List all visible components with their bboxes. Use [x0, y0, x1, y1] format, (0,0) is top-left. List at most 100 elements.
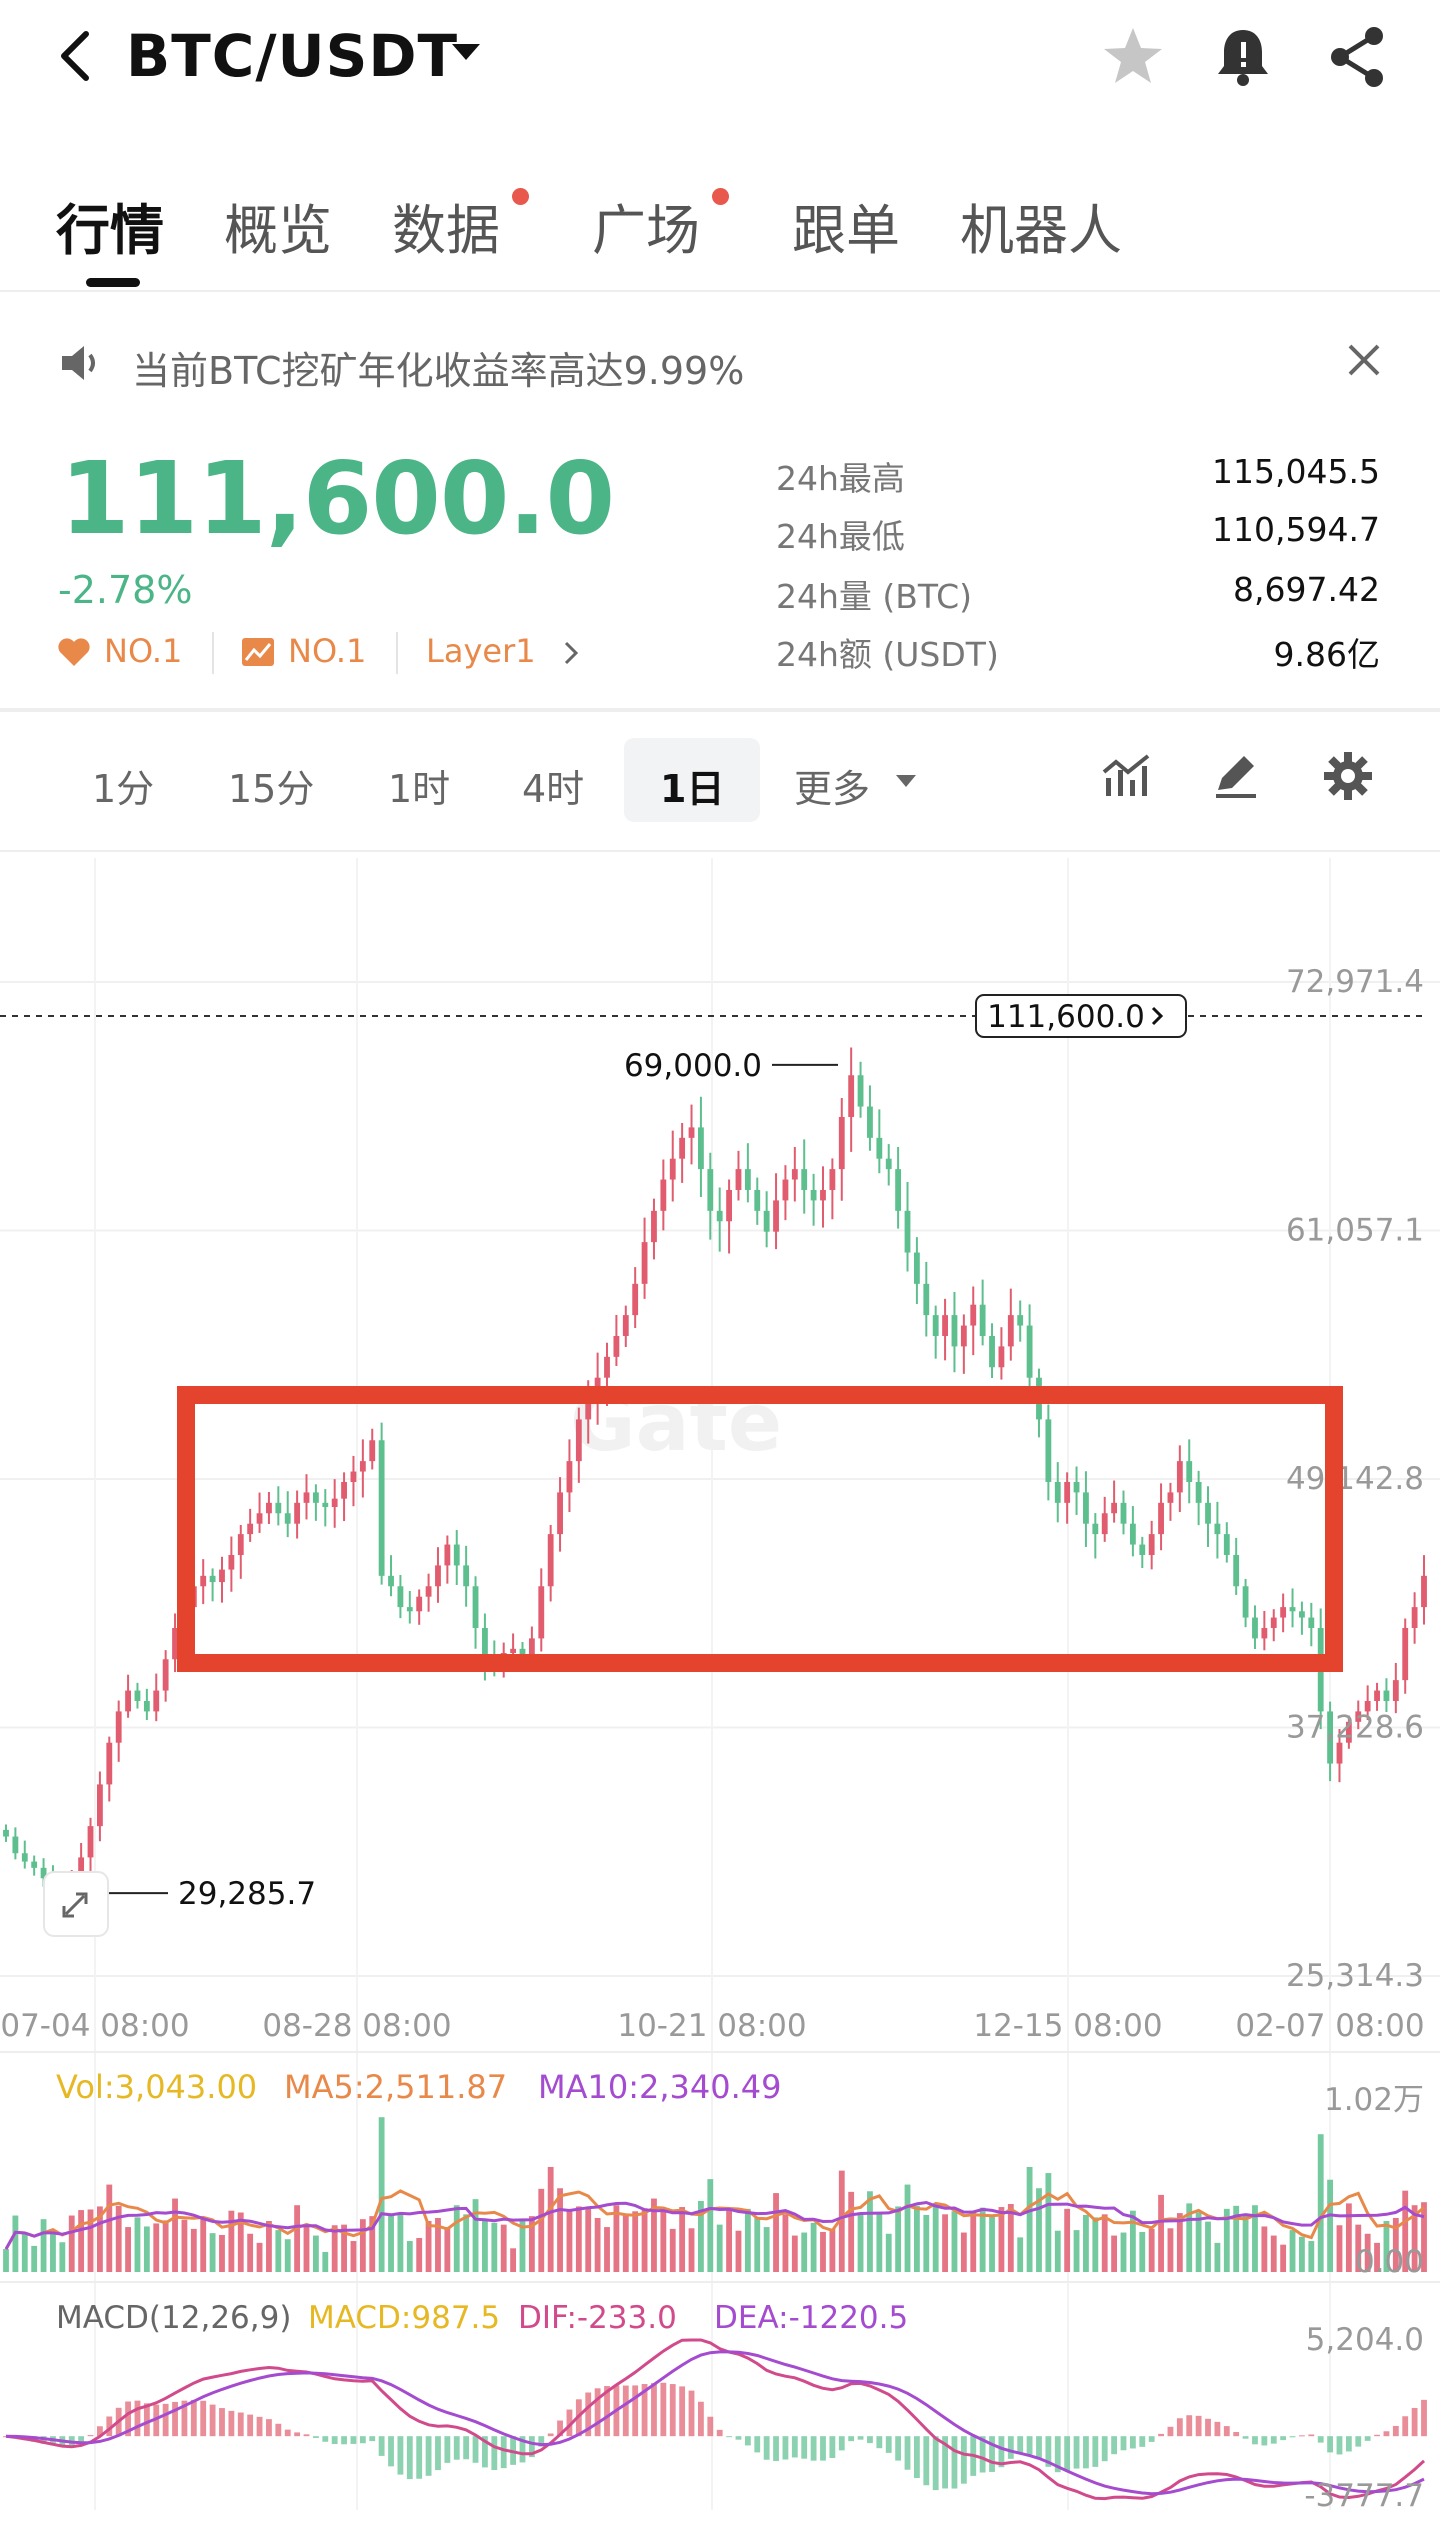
candle	[613, 1335, 620, 1357]
popularity-rank[interactable]: NO.1	[104, 632, 183, 670]
macd-histogram-bar	[829, 2436, 836, 2458]
candle	[1345, 1721, 1352, 1743]
volume-bar	[679, 2207, 686, 2272]
candle	[651, 1210, 657, 1243]
settings-gear-icon[interactable]	[1322, 750, 1374, 802]
candle	[820, 1189, 826, 1201]
macd-histogram-bar	[848, 2436, 855, 2442]
dea-line	[5, 2350, 1425, 2496]
tab-market[interactable]: 行情	[56, 199, 164, 262]
macd-histogram-bar	[1195, 2415, 1202, 2437]
indicators-icon[interactable]	[1100, 750, 1152, 802]
candle	[1083, 1492, 1089, 1524]
macd-histogram-bar	[1092, 2436, 1099, 2467]
macd-histogram-bar	[1383, 2431, 1390, 2437]
volume-bar	[669, 2228, 676, 2272]
candle	[1280, 1607, 1287, 1618]
highlight-range-box	[177, 1386, 1343, 1672]
y-tick-label: 72,971.4	[1286, 964, 1424, 1000]
macd-histogram-bar	[913, 2436, 920, 2479]
tab-square[interactable]: 广场	[592, 199, 700, 262]
candle	[538, 1586, 545, 1639]
timeframe-1h[interactable]: 1时	[388, 767, 451, 811]
candle	[331, 1498, 338, 1508]
price-alert-bell-icon[interactable]	[1208, 22, 1278, 92]
macd-histogram-bar	[932, 2436, 939, 2491]
volume-bar	[1374, 2242, 1380, 2272]
macd-histogram-bar	[1289, 2436, 1296, 2438]
candle	[153, 1690, 160, 1712]
macd-histogram-bar	[1411, 2407, 1418, 2437]
macd-histogram-bar	[1252, 2436, 1258, 2445]
volume-bar	[275, 2230, 282, 2272]
volume-bar	[406, 2241, 413, 2272]
candle	[1073, 1481, 1080, 1493]
volume-bar	[472, 2199, 479, 2272]
macd-histogram-bar	[143, 2403, 150, 2437]
macd-histogram-bar	[557, 2420, 563, 2437]
candle	[1045, 1419, 1052, 1482]
pair-title[interactable]: BTC/USDT	[126, 22, 459, 90]
volume-bar	[960, 2232, 967, 2272]
tab-copy-trading[interactable]: 跟单	[792, 199, 900, 262]
share-icon[interactable]	[1322, 22, 1392, 92]
macd-histogram-bar	[773, 2436, 779, 2462]
macd-y-tick: -3777.7	[1304, 2478, 1424, 2514]
market-cap-rank[interactable]: NO.1	[288, 632, 367, 670]
candle	[1336, 1742, 1343, 1764]
candle	[998, 1346, 1005, 1368]
candle	[632, 1283, 639, 1316]
volume-bar	[744, 2208, 751, 2272]
macd-histogram-bar	[331, 2436, 338, 2445]
category-tag[interactable]: Layer1	[426, 632, 536, 670]
macd-histogram-bar	[622, 2385, 629, 2437]
volume-bar	[1327, 2179, 1334, 2272]
candle	[1270, 1617, 1277, 1628]
draw-pencil-icon[interactable]	[1210, 750, 1262, 802]
x-tick-label: 12-15 08:00	[973, 2008, 1162, 2044]
chevron-right-icon[interactable]	[558, 638, 584, 668]
candle	[754, 1189, 761, 1211]
current-price-tag-label: 111,600.0	[987, 999, 1145, 1035]
candle	[172, 1627, 178, 1660]
timeframe-1m[interactable]: 1分	[92, 767, 155, 811]
macd-histogram-bar	[1402, 2416, 1409, 2437]
timeframe-15m[interactable]: 15分	[228, 767, 315, 811]
close-icon[interactable]	[1342, 338, 1386, 382]
macd-histogram-bar	[153, 2404, 160, 2437]
volume-bar	[247, 2233, 254, 2272]
volume-bar	[369, 2216, 376, 2272]
candle	[31, 1861, 38, 1868]
tab-bots[interactable]: 机器人	[960, 199, 1122, 262]
volume-bar	[557, 2188, 563, 2272]
macd-histogram-bar	[1327, 2436, 1334, 2453]
macd-histogram-bar	[482, 2436, 488, 2468]
back-icon[interactable]	[56, 28, 96, 84]
volume-bar	[237, 2212, 244, 2272]
tab-data[interactable]: 数据	[392, 199, 500, 262]
macd-histogram-bar	[1176, 2418, 1183, 2437]
tab-overview[interactable]: 概览	[224, 199, 332, 262]
macd-histogram-bar	[1036, 2436, 1042, 2459]
candle	[369, 1440, 376, 1462]
volume-bar	[716, 2224, 723, 2272]
notice-banner-text[interactable]: 当前BTC挖矿年化收益率高达9.99%	[132, 349, 745, 393]
chart-overlays: 111,600.0 69,000.0 29,285.7	[0, 994, 1426, 1937]
pair-dropdown-icon[interactable]	[452, 44, 480, 60]
macd-histogram-bar	[294, 2432, 301, 2437]
macd-histogram-bar	[284, 2429, 291, 2437]
timeframe-more[interactable]: 更多	[794, 767, 871, 811]
volume-bar	[87, 2209, 94, 2272]
candle	[604, 1356, 610, 1378]
timeframe-4h[interactable]: 4时	[522, 767, 585, 811]
macd-histogram-bar	[1355, 2436, 1362, 2447]
candle	[716, 1210, 723, 1222]
timeframe-1d[interactable]: 1日	[660, 767, 725, 811]
more-dropdown-icon[interactable]	[896, 775, 916, 787]
macd-histogram-bar	[698, 2401, 704, 2437]
favorite-star-icon[interactable]	[1098, 22, 1168, 92]
macd-histogram-bar	[87, 2435, 94, 2437]
macd-histogram-bar	[651, 2383, 657, 2437]
divider	[0, 850, 1440, 852]
